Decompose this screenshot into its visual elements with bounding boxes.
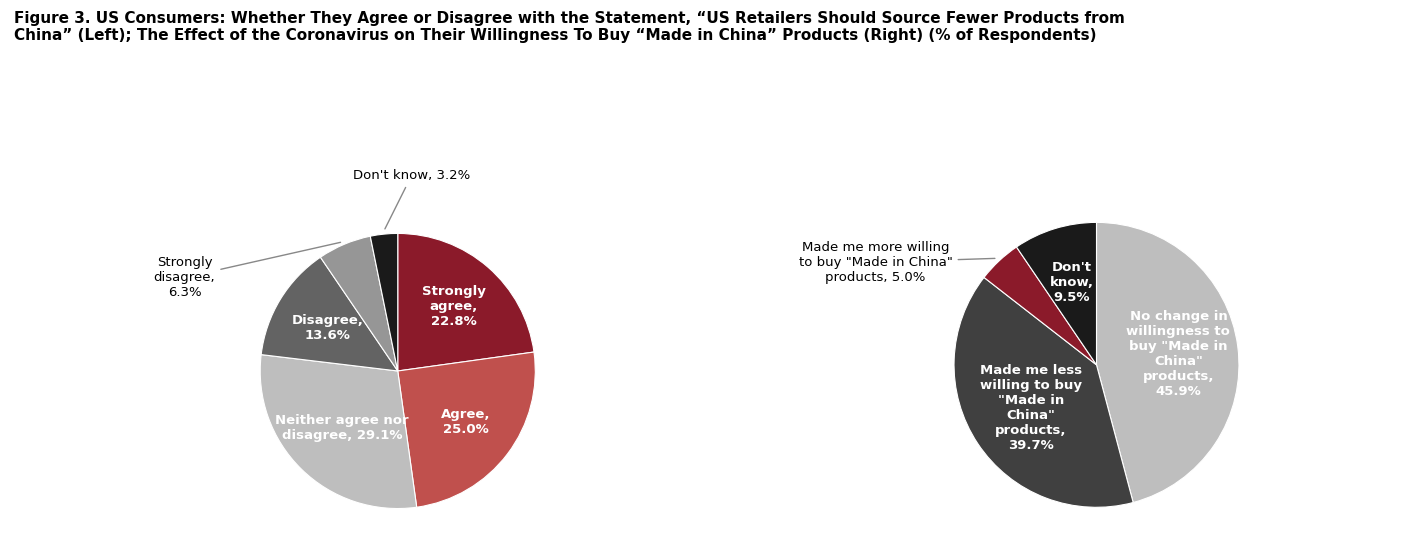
Text: Don't
know,
9.5%: Don't know, 9.5%: [1049, 261, 1094, 305]
Wedge shape: [320, 236, 397, 371]
Text: No change in
willingness to
buy "Made in
China"
products,
45.9%: No change in willingness to buy "Made in…: [1126, 310, 1230, 398]
Text: Strongly
agree,
22.8%: Strongly agree, 22.8%: [422, 285, 486, 328]
Text: Neither agree nor
disagree, 29.1%: Neither agree nor disagree, 29.1%: [275, 414, 409, 442]
Wedge shape: [261, 257, 397, 371]
Wedge shape: [984, 247, 1096, 365]
Text: Don't know, 3.2%: Don't know, 3.2%: [353, 169, 470, 229]
Wedge shape: [1096, 222, 1239, 502]
Text: Made me less
willing to buy
"Made in
China"
products,
39.7%: Made me less willing to buy "Made in Chi…: [980, 364, 1082, 452]
Text: Strongly
disagree,
6.3%: Strongly disagree, 6.3%: [154, 242, 340, 299]
Wedge shape: [954, 278, 1134, 507]
Wedge shape: [261, 355, 417, 509]
Text: Figure 3. US Consumers: Whether They Agree or Disagree with the Statement, “US R: Figure 3. US Consumers: Whether They Agr…: [14, 11, 1125, 43]
Text: Disagree,
13.6%: Disagree, 13.6%: [292, 314, 363, 342]
Wedge shape: [397, 233, 534, 371]
Wedge shape: [1017, 222, 1096, 365]
Wedge shape: [370, 233, 397, 371]
Text: Made me more willing
to buy "Made in China"
products, 5.0%: Made me more willing to buy "Made in Chi…: [799, 241, 995, 284]
Text: Agree,
25.0%: Agree, 25.0%: [441, 408, 490, 437]
Wedge shape: [397, 352, 535, 507]
